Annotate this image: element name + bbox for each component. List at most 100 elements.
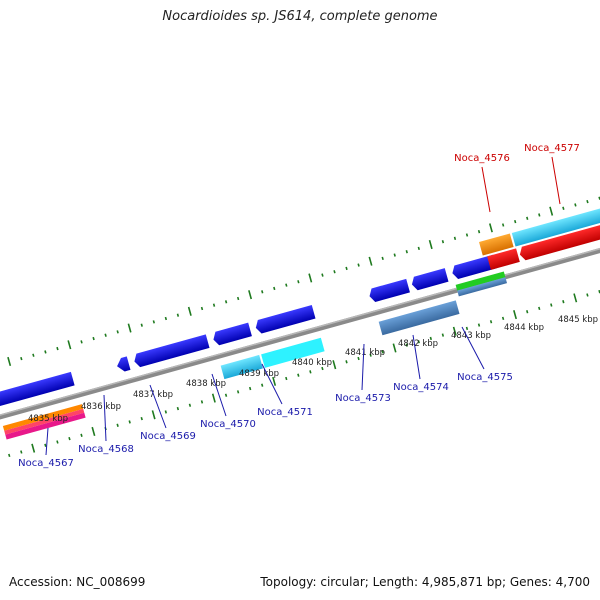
minor-tick [538,213,541,217]
tick-label: 4835 kbp [28,414,68,424]
major-tick [549,206,554,216]
minor-tick [501,223,505,227]
minor-tick [128,420,131,424]
minor-tick [32,353,35,357]
minor-tick [309,370,312,374]
cds-box [511,184,600,247]
cds-box [261,337,325,368]
gene-label: Noca_4568 [78,444,134,455]
minor-tick [285,376,288,381]
minor-tick [514,219,517,224]
minor-tick [477,323,481,327]
minor-tick [20,356,23,361]
gene-label-leader [103,394,107,442]
minor-tick [164,410,168,414]
gene-label: Noca_4575 [457,372,513,383]
tick-label: 4841 kbp [345,348,385,358]
major-tick [392,343,397,353]
minor-tick [104,333,107,337]
reverse-strand-features [2,271,508,440]
cds-arrow [411,268,449,291]
minor-tick [212,303,216,307]
gene-label: Noca_4576 [454,153,510,164]
minor-tick [417,340,420,344]
major-tick [513,310,517,320]
major-tick [151,410,156,420]
minor-tick [92,336,95,341]
minor-tick [393,253,396,257]
genome-summary-text: Topology: circular; Length: 4,985,871 bp… [260,575,590,589]
tick-label: 4845 kbp [558,315,598,325]
minor-tick [140,323,143,327]
cds-arrow [369,278,410,302]
cds-arrow [134,334,210,368]
gene-label-leader [551,156,561,205]
minor-tick [200,306,204,311]
minor-tick [562,300,565,304]
minor-tick [369,353,372,357]
minor-tick [188,403,192,407]
gene-label-leader [481,166,491,213]
minor-tick [261,383,264,387]
minor-tick [236,390,240,394]
tick-label: 4840 kbp [292,358,332,368]
gene-label-leader [211,373,227,417]
major-tick [272,376,277,386]
minor-tick [224,393,228,397]
minor-tick [116,330,119,334]
cds-arrow [0,371,75,407]
major-tick [7,356,12,367]
cds-arrow [213,322,252,346]
minor-tick [381,256,384,261]
minor-tick [297,373,300,377]
major-tick [368,256,373,266]
minor-tick [224,300,228,304]
major-tick [127,323,132,333]
major-tick [31,443,36,453]
cds-box [378,300,460,336]
major-tick [428,239,433,250]
minor-tick [526,310,529,314]
minor-tick [176,313,180,317]
major-tick [332,360,337,370]
cds-box [457,277,508,297]
cds-arrow [519,200,600,261]
tick-label: 4837 kbp [133,390,173,400]
minor-tick [321,366,324,371]
major-tick [452,326,457,336]
minor-tick [477,230,481,234]
minor-tick [20,450,23,454]
gene-label-leader [461,326,485,370]
gene-label: Noca_4570 [200,419,256,430]
minor-tick [321,273,324,277]
major-tick [308,273,313,283]
tick-label: 4839 kbp [239,369,279,379]
minor-tick [80,433,83,437]
gene-label-leader [261,363,283,405]
gene-label-leader [149,384,167,429]
tick-label: 4838 kbp [186,379,226,389]
minor-tick [8,453,11,458]
gene-label-leader [361,343,365,391]
tick-label: 4842 kbp [398,339,438,349]
gene-label: Noca_4571 [257,407,313,418]
minor-tick [80,340,83,344]
outer-tick-track [7,196,600,367]
minor-tick [453,236,457,241]
minor-tick [429,336,433,341]
major-tick [91,426,96,437]
major-tick [248,290,253,300]
gene-label-leader [45,427,49,456]
minor-tick [152,320,155,324]
minor-tick [441,240,445,244]
minor-tick [586,293,589,297]
minor-tick [297,280,300,284]
minor-tick [538,306,541,311]
minor-tick [273,286,276,291]
minor-tick [441,333,445,337]
major-tick [573,293,578,303]
minor-tick [417,246,420,251]
tick-labels: 4835 kbp 4836 kbp 4837 kbp 4838 kbp 4839 kbp… [28,315,598,424]
minor-tick [345,266,348,271]
